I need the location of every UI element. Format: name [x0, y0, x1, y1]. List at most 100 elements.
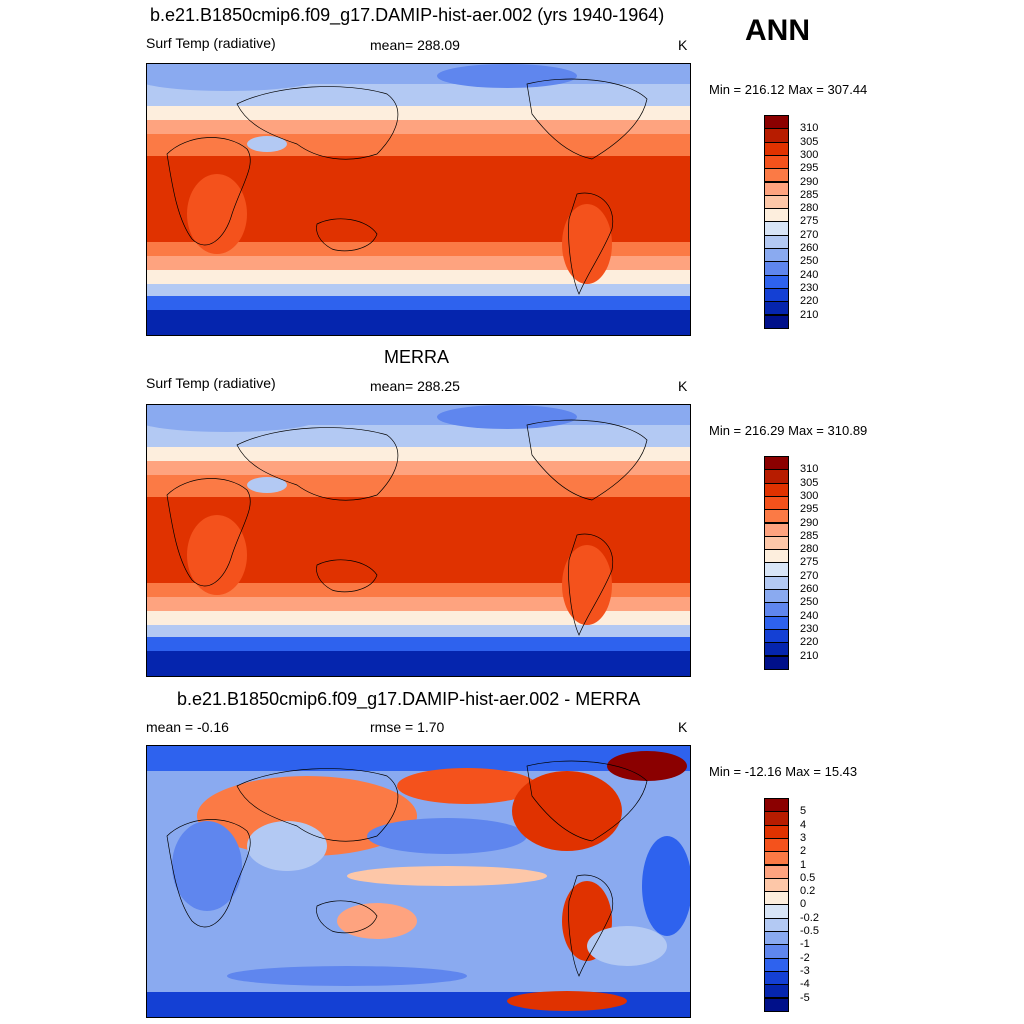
colorbar-swatch — [764, 495, 789, 511]
colorbar-label: 260 — [800, 583, 819, 595]
colorbar-swatch — [764, 628, 789, 644]
colorbar-swatch — [764, 314, 789, 329]
colorbar-label: -2 — [800, 951, 810, 964]
colorbar-label: -1 — [800, 938, 810, 951]
panel-obs-title: MERRA — [384, 347, 450, 367]
colorbar-swatch — [764, 181, 789, 196]
colorbar-label: 0 — [800, 898, 807, 911]
panel-obs-map-svg — [147, 405, 690, 676]
colorbar-swatch — [764, 287, 789, 303]
colorbar-swatch — [764, 655, 789, 670]
colorbar-swatch — [764, 234, 789, 249]
colorbar-swatch — [764, 301, 789, 316]
colorbar-swatch — [764, 575, 789, 590]
colorbar-label: 310 — [800, 463, 819, 476]
panel-obs-variable-label: Surf Temp (radiative) — [146, 375, 276, 391]
colorbar-swatch — [764, 221, 789, 236]
panel-diff-map — [146, 745, 691, 1018]
colorbar-swatch — [764, 837, 789, 853]
colorbar-label: 280 — [800, 202, 819, 215]
colorbar-label: 220 — [800, 295, 819, 308]
panel-model-mean-label: mean= 288.09 — [370, 37, 460, 53]
colorbar-swatch — [764, 128, 789, 143]
colorbar-swatch — [764, 154, 789, 170]
colorbar-label: 305 — [800, 476, 819, 489]
panel-diff-units: K — [678, 719, 688, 735]
colorbar-label: -0.5 — [800, 925, 819, 937]
colorbar-label: 300 — [800, 489, 819, 502]
panel-model-colorbar: 310 305 300 295 290 285 280 275 270 260 250 240 230 2… — [764, 115, 844, 329]
panel-obs-minmax: Min = 216.29 Max = 310.89 — [709, 423, 868, 438]
colorbar-label: 290 — [800, 175, 819, 188]
colorbar-swatch — [764, 851, 789, 866]
colorbar-label: 300 — [800, 148, 819, 161]
panel-diff-rmse-label: rmse = 1.70 — [370, 719, 445, 735]
colorbar-swatch — [764, 274, 789, 289]
panel-obs-colorbar: 310 305 300 295 290 285 280 275 270 260 250 240 230 2… — [764, 456, 844, 670]
colorbar-label: 285 — [800, 188, 819, 201]
colorbar-label: 4 — [800, 818, 807, 831]
colorbar-swatch — [764, 864, 789, 879]
colorbar-label: 0.5 — [800, 871, 816, 884]
colorbar-label: -0.2 — [800, 911, 819, 924]
colorbar-swatch — [764, 562, 789, 577]
panel-diff-map-svg — [147, 746, 690, 1017]
colorbar-label: 285 — [800, 529, 819, 542]
colorbar-swatch — [764, 944, 789, 959]
panel-model-minmax: Min = 216.12 Max = 307.44 — [709, 82, 868, 97]
colorbar-label: 310 — [800, 122, 819, 135]
colorbar-swatch — [764, 509, 789, 524]
colorbar-swatch — [764, 248, 789, 263]
colorbar-label: 3 — [800, 831, 807, 844]
colorbar-swatch — [764, 957, 789, 972]
colorbar-swatch — [764, 482, 789, 497]
panel-model-map-svg — [147, 64, 690, 335]
colorbar-label: 295 — [800, 162, 819, 175]
colorbar-swatch — [764, 931, 789, 946]
colorbar-label: 1 — [800, 858, 807, 871]
colorbar-swatch — [764, 456, 789, 471]
panel-obs-mean-label: mean= 288.25 — [370, 378, 460, 394]
colorbar-swatch — [764, 798, 789, 813]
panel-diff-mean-label: mean = -0.16 — [146, 719, 229, 735]
colorbar-swatch — [764, 602, 789, 617]
panel-diff-title: b.e21.B1850cmip6.f09_g17.DAMIP-hist-aer.… — [177, 689, 641, 709]
colorbar-label: 250 — [800, 596, 819, 609]
colorbar-label: 290 — [800, 516, 819, 529]
colorbar-swatch — [764, 168, 789, 183]
panel-model-units: K — [678, 37, 688, 53]
season-label: ANN — [745, 14, 810, 47]
colorbar-label: 0.2 — [800, 885, 816, 898]
colorbar-label: 5 — [800, 805, 807, 818]
panel-obs-units: K — [678, 378, 688, 394]
colorbar-swatch — [764, 984, 789, 999]
colorbar-label: -3 — [800, 964, 810, 977]
colorbar-label: -4 — [800, 978, 810, 991]
colorbar-label: 230 — [800, 281, 819, 294]
colorbar-swatch — [764, 970, 789, 986]
colorbar-swatch — [764, 615, 789, 630]
colorbar-swatch — [764, 904, 789, 919]
colorbar-label: 210 — [800, 649, 819, 662]
colorbar-swatch — [764, 824, 789, 839]
colorbar-label: 230 — [800, 622, 819, 635]
colorbar-swatch — [764, 208, 789, 223]
panel-diff-minmax: Min = -12.16 Max = 15.43 — [709, 764, 858, 779]
panel-model-title: b.e21.B1850cmip6.f09_g17.DAMIP-hist-aer.… — [150, 5, 665, 25]
colorbar-label: 305 — [800, 135, 819, 148]
colorbar-label: 240 — [800, 268, 819, 281]
colorbar-swatch — [764, 811, 789, 826]
colorbar-swatch — [764, 115, 789, 130]
colorbar-swatch — [764, 589, 789, 604]
panel-model-map — [146, 63, 691, 336]
colorbar-label: 210 — [800, 308, 819, 321]
colorbar-swatch — [764, 642, 789, 657]
colorbar-swatch — [764, 917, 789, 932]
colorbar-swatch — [764, 194, 789, 210]
colorbar-label: 240 — [800, 609, 819, 622]
colorbar-swatch — [764, 522, 789, 537]
colorbar-label: 270 — [800, 228, 819, 241]
colorbar-label: 2 — [800, 845, 807, 858]
colorbar-label: 250 — [800, 255, 819, 268]
colorbar-swatch — [764, 549, 789, 564]
